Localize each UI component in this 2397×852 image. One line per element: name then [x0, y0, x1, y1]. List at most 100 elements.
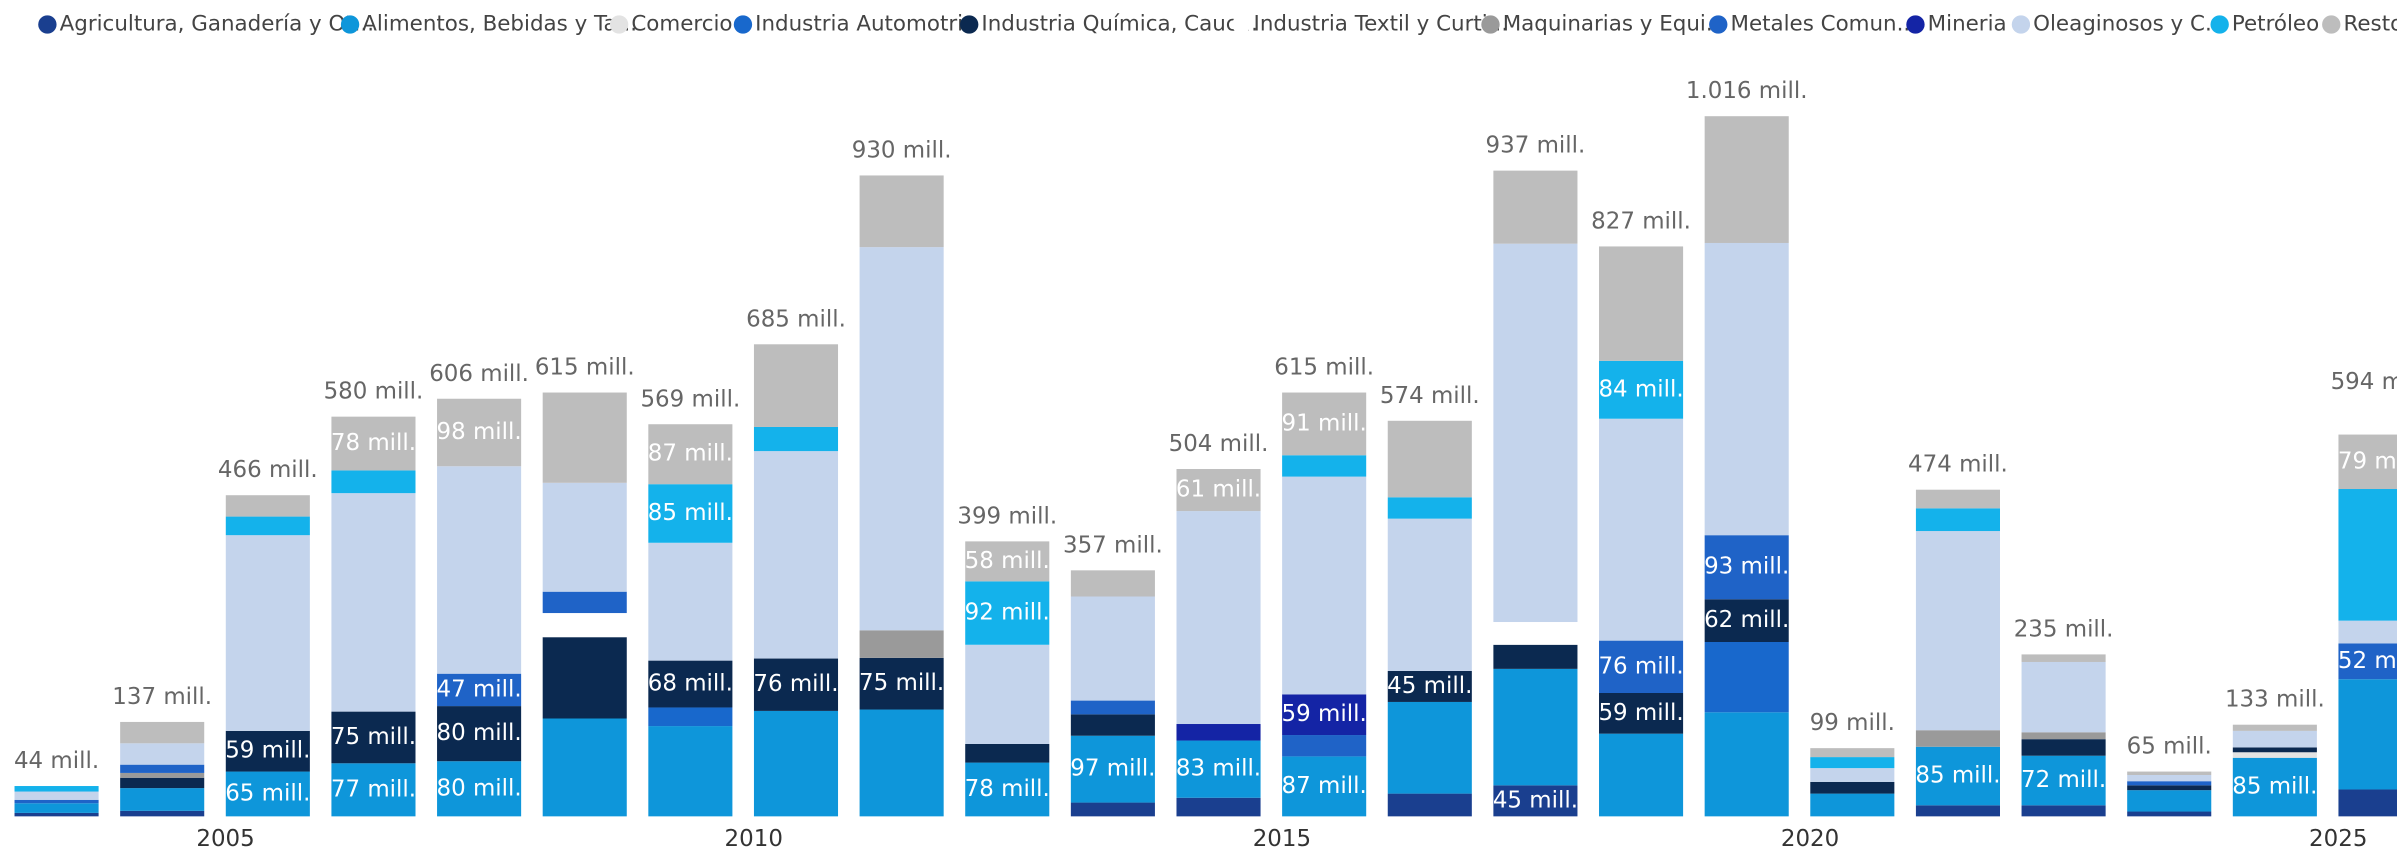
total-label: 569 mill.	[640, 386, 740, 412]
total-label: 133 mill.	[2225, 687, 2325, 713]
total-label: 235 mill.	[2014, 616, 2114, 642]
bar-segment	[1704, 116, 1789, 243]
data-label: 85 mill.	[1915, 763, 2000, 789]
bar-segment	[120, 772, 205, 778]
bar-segment	[331, 416, 416, 471]
data-label: 83 mill.	[1176, 756, 1261, 782]
bar-segment	[2127, 785, 2212, 791]
bar-segment	[1810, 793, 1895, 817]
bar-segment	[1810, 781, 1895, 794]
bar-segment	[437, 673, 522, 707]
data-label: 77 mill.	[331, 776, 416, 802]
bar-segment	[1282, 735, 1367, 757]
bar-segment	[2021, 654, 2106, 662]
bar-segment	[1282, 694, 1367, 736]
legend-label: Comercio	[631, 11, 732, 36]
bar-segment	[648, 484, 733, 543]
bar-segment	[1599, 246, 1684, 361]
bar-segment	[2232, 752, 2317, 758]
data-label: 47 mill.	[437, 676, 522, 702]
total-label: 474 mill.	[1908, 452, 2008, 478]
bar-segment	[859, 709, 944, 817]
legend-swatch	[2322, 15, 2341, 34]
bar-segment	[2127, 811, 2212, 817]
bar-segment	[1704, 642, 1789, 713]
bar-segment	[2021, 661, 2106, 733]
bar-segment	[225, 516, 310, 536]
data-label: 59 mill.	[1282, 701, 1367, 727]
total-label: 827 mill.	[1591, 208, 1691, 234]
bar-segment	[120, 788, 205, 811]
bar-segment	[965, 581, 1050, 645]
legend-swatch	[1906, 15, 1925, 34]
legend-swatch	[38, 15, 57, 34]
data-label: 87 mill.	[1282, 773, 1367, 799]
bar-segment	[648, 726, 733, 817]
data-label: 85 mill.	[2232, 774, 2317, 800]
legend-label: Resto	[2343, 11, 2397, 36]
data-label: 85 mill.	[648, 500, 733, 526]
data-label: 80 mill.	[437, 775, 522, 801]
bar-segment	[120, 743, 205, 765]
bar-segment	[1915, 730, 2000, 747]
total-label: 99 mill.	[1810, 710, 1895, 736]
total-label: 615 mill.	[535, 355, 635, 381]
bar-segment	[1387, 793, 1472, 817]
data-label: 72 mill.	[2021, 767, 2106, 793]
bar-segment	[542, 718, 627, 817]
total-label: 65 mill.	[2127, 734, 2212, 760]
x-tick-label: 2020	[1781, 826, 1839, 852]
bar-segment	[648, 542, 733, 661]
data-label: 91 mill.	[1282, 410, 1367, 436]
bar-segment	[437, 398, 522, 467]
bar-segment	[648, 424, 733, 485]
bar-segment	[2127, 771, 2212, 776]
bar-segment	[1915, 805, 2000, 817]
bar-segment	[1387, 701, 1472, 794]
bar-segment	[2232, 747, 2317, 753]
bar-segment	[1704, 712, 1789, 817]
x-tick-label: 2010	[725, 826, 783, 852]
legend-label: Mineria	[1928, 11, 2007, 36]
bar-segment	[2338, 489, 2397, 621]
bar-segment	[225, 495, 310, 517]
legend-swatch	[1232, 15, 1251, 34]
bar-segment	[331, 711, 416, 764]
legend-label: Agricultura, Ganadería y Ot...	[60, 11, 374, 36]
bar-segment	[331, 763, 416, 817]
bar-segment	[1810, 768, 1895, 782]
bar-segment	[1176, 511, 1261, 725]
bar-segment	[859, 630, 944, 658]
bar-segment	[1599, 733, 1684, 817]
bar-segment	[542, 591, 627, 614]
bar-segment	[1176, 469, 1261, 512]
bar-segment	[1176, 740, 1261, 798]
bar-segment	[1387, 420, 1472, 498]
bar-segment	[1493, 668, 1578, 786]
data-label: 59 mill.	[1598, 700, 1683, 726]
bar-segment	[2338, 643, 2397, 680]
bar-segment	[1070, 802, 1155, 817]
x-tick-label: 2025	[2309, 826, 2367, 852]
total-label: 399 mill.	[957, 503, 1057, 529]
total-label: 606 mill.	[429, 361, 529, 387]
bar-segment	[542, 482, 627, 592]
legend-label: Maquinarias y Equi...	[1503, 11, 1727, 36]
data-label: 61 mill.	[1176, 477, 1261, 503]
bar-segment	[1070, 700, 1155, 715]
total-label: 137 mill.	[112, 684, 212, 710]
bar-segment	[14, 786, 99, 792]
bar-segment	[1387, 497, 1472, 519]
bar-segment	[1493, 622, 1578, 645]
legend-label: Oleaginosos y C...	[2033, 11, 2225, 36]
data-label: 97 mill.	[1070, 756, 1155, 782]
data-label: 78 mill.	[331, 430, 416, 456]
bar-segment	[2021, 732, 2106, 740]
data-label: 87 mill.	[648, 441, 733, 467]
data-label: 75 mill.	[331, 724, 416, 750]
bar-segment	[120, 810, 205, 817]
bar-segment	[2338, 789, 2397, 817]
bar-segment	[331, 470, 416, 494]
bar-segment	[1070, 735, 1155, 803]
bar-segment	[1704, 599, 1789, 643]
